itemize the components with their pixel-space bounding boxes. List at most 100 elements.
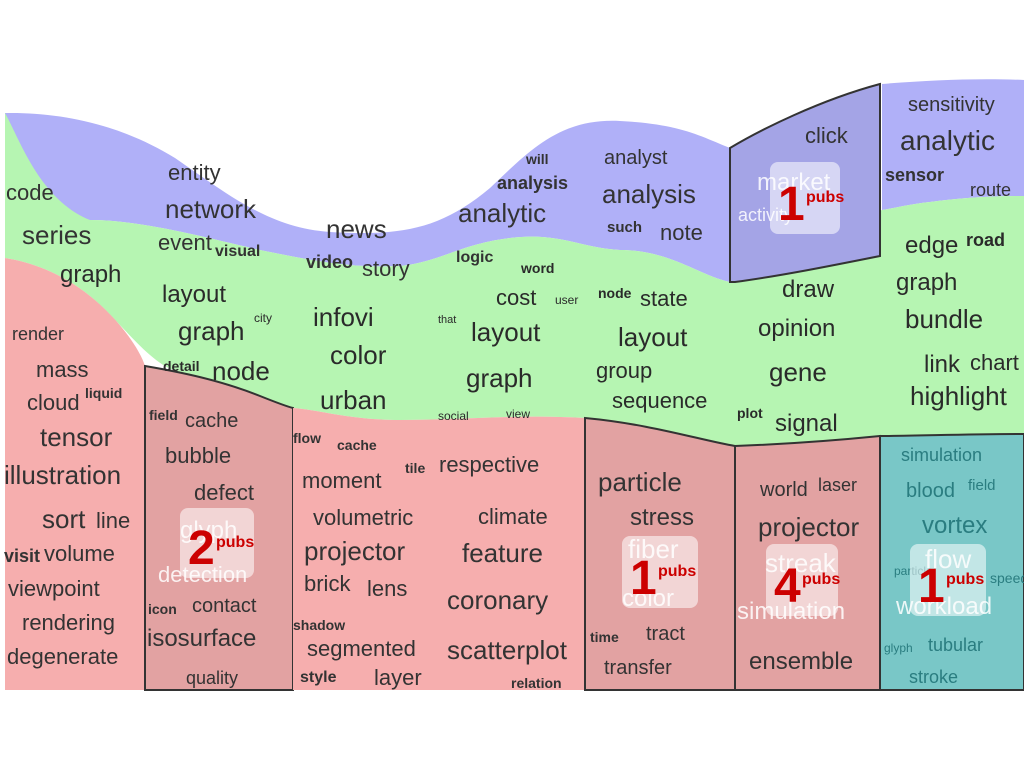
topic-word-teal-0[interactable]: simulation	[901, 445, 982, 465]
pub-badge-fiber[interactable]: 1 pubs	[622, 536, 698, 608]
topic-word-green-33[interactable]: highlight	[910, 381, 1008, 411]
topic-word-red-34[interactable]: coronary	[447, 585, 548, 615]
topic-word-green-2[interactable]: graph	[178, 316, 245, 346]
topic-word-red-23[interactable]: flow	[293, 430, 321, 446]
topic-word-green-0[interactable]: graph	[60, 261, 121, 288]
topic-word-green-18[interactable]: state	[640, 286, 688, 311]
topic-word-blue-0[interactable]: entity	[168, 160, 221, 185]
topic-word-teal-8[interactable]: glyph	[884, 641, 913, 655]
topic-word-green-17[interactable]: node	[598, 285, 632, 301]
topic-word-green-15[interactable]: social	[438, 409, 469, 423]
topic-word-green-29[interactable]: graph	[896, 269, 957, 296]
topic-word-green-21[interactable]: sequence	[612, 388, 707, 413]
topic-word-green-14[interactable]: graph	[466, 363, 533, 393]
topic-word-green-31[interactable]: link	[924, 351, 961, 378]
topic-word-blue-4[interactable]: code	[6, 180, 54, 205]
topic-word-green-20[interactable]: group	[596, 358, 652, 383]
topic-word-green-6[interactable]: infovi	[313, 302, 374, 332]
topic-word-green-22[interactable]: draw	[782, 276, 835, 303]
topic-word-blue-23[interactable]: route	[970, 180, 1011, 200]
pub-badge-flow[interactable]: 1 pubs	[910, 544, 986, 616]
topic-word-red-3[interactable]: liquid	[85, 385, 122, 401]
topic-word-teal-9[interactable]: tubular	[928, 635, 983, 655]
topic-word-red-48[interactable]: world	[759, 479, 808, 501]
topic-word-red-49[interactable]: laser	[818, 475, 857, 495]
topic-word-red-53[interactable]: ensemble	[749, 648, 853, 675]
topic-word-blue-10[interactable]: analysis	[497, 173, 568, 193]
topic-word-red-31[interactable]: feature	[462, 538, 543, 568]
topic-word-red-39[interactable]: layer	[374, 665, 422, 690]
topic-word-red-16[interactable]: defect	[194, 480, 254, 505]
topic-word-red-25[interactable]: moment	[302, 468, 381, 493]
topic-word-red-33[interactable]: lens	[367, 576, 407, 601]
topic-word-red-14[interactable]: cache	[185, 410, 238, 432]
topic-word-red-42[interactable]: stress	[630, 504, 694, 531]
topic-word-red-15[interactable]: bubble	[165, 443, 231, 468]
topic-word-green-23[interactable]: opinion	[758, 315, 835, 342]
topic-word-blue-2[interactable]: event	[158, 230, 212, 255]
topic-word-red-22[interactable]: quality	[186, 668, 238, 688]
topic-word-red-19[interactable]: icon	[148, 601, 177, 617]
band-red-middle[interactable]	[293, 408, 585, 690]
topic-word-red-21[interactable]: isosurface	[147, 625, 256, 652]
band-green[interactable]	[5, 113, 1024, 446]
topic-word-red-27[interactable]: respective	[439, 452, 539, 477]
topic-word-green-8[interactable]: urban	[320, 385, 387, 415]
topic-word-red-0[interactable]: render	[12, 324, 64, 344]
topic-word-green-32[interactable]: chart	[970, 350, 1019, 375]
topic-word-red-37[interactable]: scatterplot	[447, 635, 568, 665]
topic-word-green-7[interactable]: color	[330, 340, 387, 370]
topic-word-green-3[interactable]: city	[254, 311, 272, 325]
pub-badge-market[interactable]: 1 pubs	[770, 162, 844, 234]
topic-word-blue-14[interactable]: analysis	[602, 179, 696, 209]
band-red[interactable]	[5, 258, 145, 690]
topic-word-red-7[interactable]: line	[96, 508, 130, 533]
topic-word-blue-7[interactable]: video	[306, 252, 353, 272]
topic-word-green-26[interactable]: signal	[775, 410, 838, 437]
topic-word-teal-10[interactable]: stroke	[909, 667, 958, 687]
topic-word-red-35[interactable]: shadow	[293, 617, 345, 633]
topic-word-red-47[interactable]: transfer	[604, 657, 672, 679]
topic-word-red-32[interactable]: brick	[304, 571, 351, 596]
topic-word-blue-22[interactable]: sensor	[885, 165, 944, 185]
topic-word-green-30[interactable]: bundle	[905, 304, 983, 334]
pub-badge-streak[interactable]: 4 pubs	[766, 544, 840, 616]
topic-word-teal-2[interactable]: field	[968, 477, 996, 494]
topic-word-green-9[interactable]: cost	[496, 285, 536, 310]
topic-word-blue-3[interactable]: visual	[215, 243, 260, 260]
topic-word-blue-13[interactable]: analyst	[604, 147, 668, 169]
topic-word-red-50[interactable]: projector	[758, 512, 859, 542]
topic-word-green-10[interactable]: user	[555, 293, 578, 307]
topic-word-red-13[interactable]: field	[149, 407, 178, 423]
topic-word-green-27[interactable]: edge	[905, 232, 958, 259]
topic-word-red-9[interactable]: volume	[44, 541, 115, 566]
topic-word-red-10[interactable]: viewpoint	[8, 576, 100, 601]
topic-word-green-28[interactable]: road	[966, 230, 1005, 250]
topic-word-red-4[interactable]: tensor	[40, 422, 113, 452]
topic-word-green-4[interactable]: detail	[163, 358, 200, 374]
topic-word-blue-16[interactable]: note	[660, 220, 703, 245]
topic-word-red-41[interactable]: particle	[598, 467, 682, 497]
topic-word-red-20[interactable]: contact	[192, 595, 257, 617]
topic-word-green-19[interactable]: layout	[618, 322, 688, 352]
topic-word-blue-11[interactable]: analytic	[458, 198, 546, 228]
topic-word-blue-17[interactable]: click	[805, 123, 849, 148]
topic-word-blue-15[interactable]: such	[607, 219, 642, 236]
topic-word-red-11[interactable]: rendering	[22, 610, 115, 635]
band-blue-right[interactable]	[882, 79, 1024, 210]
topic-word-red-5[interactable]: illustration	[4, 460, 121, 490]
topic-word-blue-1[interactable]: network	[165, 194, 257, 224]
topic-word-red-8[interactable]: visit	[4, 546, 40, 566]
topic-word-blue-20[interactable]: sensitivity	[908, 94, 995, 116]
topic-word-red-1[interactable]: mass	[36, 357, 89, 382]
topic-word-blue-9[interactable]: will	[525, 151, 549, 167]
topic-word-red-12[interactable]: degenerate	[7, 644, 118, 669]
topic-word-red-2[interactable]: cloud	[27, 390, 80, 415]
topic-word-red-29[interactable]: climate	[478, 504, 548, 529]
topic-word-green-11[interactable]: word	[520, 260, 554, 276]
topic-word-green-24[interactable]: gene	[769, 357, 827, 387]
topic-word-blue-21[interactable]: analytic	[900, 125, 995, 156]
topic-word-green-16[interactable]: view	[506, 407, 530, 421]
topic-word-blue-6[interactable]: news	[326, 214, 387, 244]
topic-word-red-26[interactable]: tile	[405, 460, 425, 476]
